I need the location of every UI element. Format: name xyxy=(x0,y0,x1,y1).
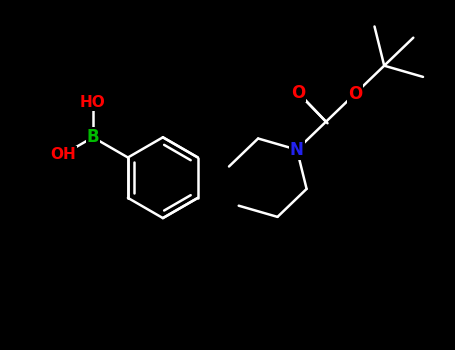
Text: N: N xyxy=(290,141,304,159)
Text: B: B xyxy=(86,128,99,146)
Text: O: O xyxy=(291,84,305,101)
Text: OH: OH xyxy=(51,147,76,162)
Text: HO: HO xyxy=(80,96,106,111)
Text: O: O xyxy=(348,85,362,103)
